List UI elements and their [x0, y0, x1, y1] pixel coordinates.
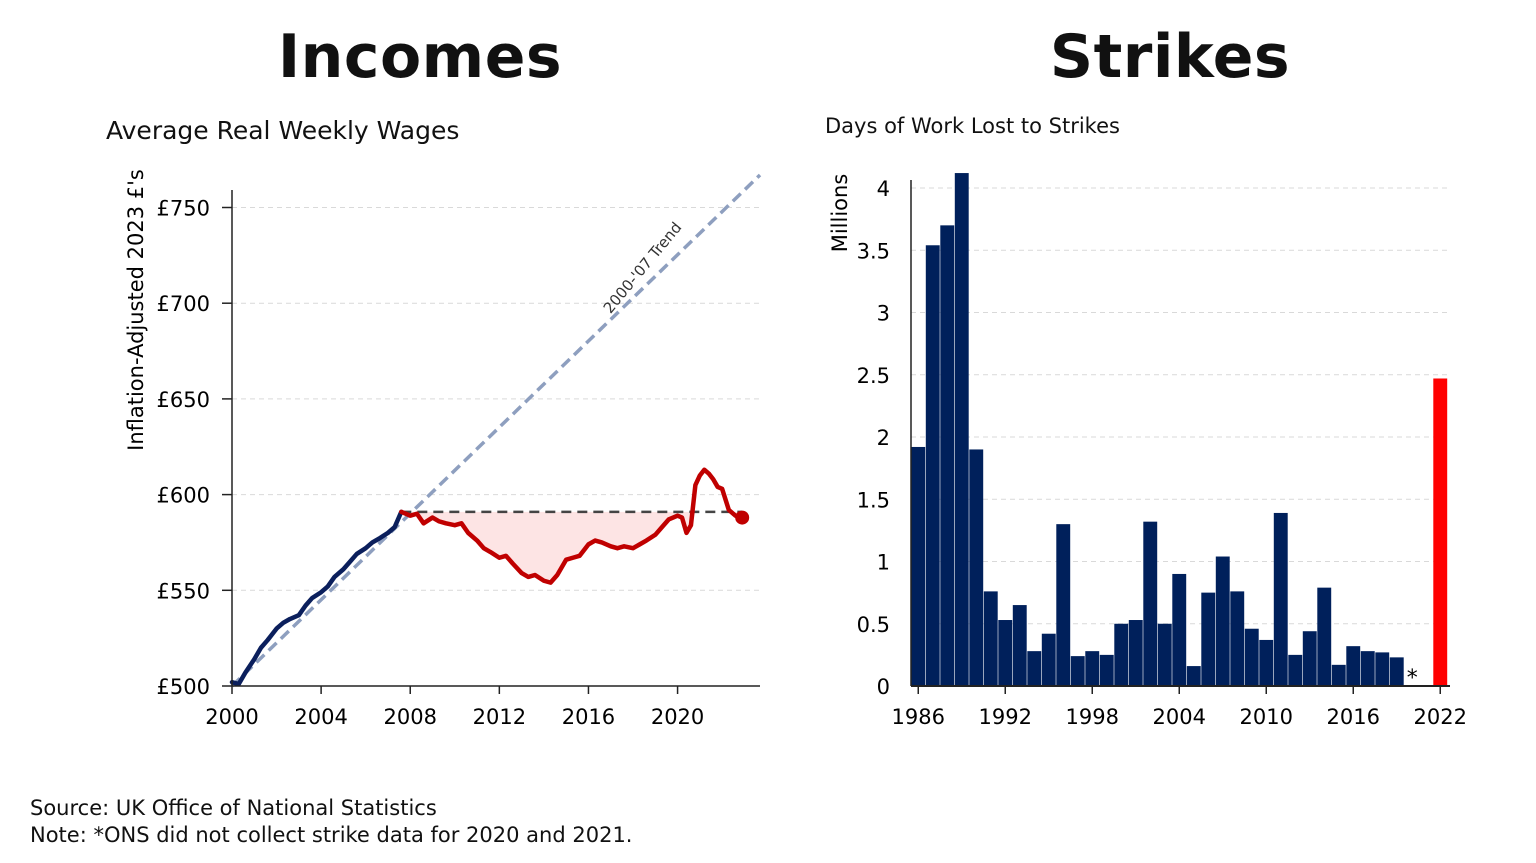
- bar: [1273, 512, 1288, 686]
- x-tick-label: 2004: [1153, 705, 1206, 729]
- bar: [1056, 524, 1071, 686]
- bar: [1012, 605, 1027, 686]
- bar: [925, 245, 940, 686]
- y-tick-label: 0.5: [857, 613, 890, 637]
- bar: [1201, 592, 1216, 686]
- bar: [1346, 646, 1361, 686]
- bar: [1331, 664, 1346, 686]
- bar: [1230, 591, 1245, 686]
- x-tick-label: 2016: [562, 705, 615, 729]
- wage-line-pre-2008: [229, 509, 404, 687]
- y-tick-label: 1.5: [857, 488, 890, 512]
- bar: [1070, 656, 1085, 686]
- x-tick-label: 1992: [979, 705, 1032, 729]
- x-tick-label: 2008: [384, 705, 437, 729]
- bar: [1186, 666, 1201, 686]
- y-tick-label: 2.5: [857, 364, 890, 388]
- bar-highlight: [1433, 378, 1448, 686]
- y-tick-label: £700: [157, 292, 210, 316]
- trend-line: [230, 173, 762, 688]
- strikes-title: Strikes: [1049, 22, 1291, 92]
- bar: [940, 225, 955, 686]
- bar: [969, 449, 984, 686]
- x-tick-label: 2010: [1240, 705, 1293, 729]
- bar: [983, 591, 998, 686]
- x-tick-label: 2004: [294, 705, 347, 729]
- bar: [1157, 623, 1172, 686]
- bar: [1375, 652, 1390, 686]
- y-tick-label: 3.5: [857, 239, 890, 263]
- bar: [1215, 556, 1230, 686]
- y-tick-label: 1: [877, 551, 890, 575]
- x-tick-label: 2022: [1414, 705, 1467, 729]
- y-tick-label: 2: [877, 426, 890, 450]
- bar: [1041, 633, 1056, 686]
- x-tick-label: 1998: [1066, 705, 1119, 729]
- source-note: Source: UK Office of National Statistics: [30, 796, 437, 820]
- bar: [1302, 631, 1317, 686]
- bar: [1143, 521, 1158, 686]
- y-tick-label: 3: [877, 302, 890, 326]
- bar: [954, 173, 969, 686]
- missing-data-marker: *: [1407, 666, 1418, 691]
- y-tick-label: 4: [877, 177, 890, 201]
- bar: [1360, 651, 1375, 686]
- y-tick-label: £600: [157, 484, 210, 508]
- x-tick-label: 2020: [651, 705, 704, 729]
- bar: [911, 446, 926, 686]
- bar: [1027, 651, 1042, 686]
- bar: [1114, 623, 1129, 686]
- bar: [1244, 628, 1259, 686]
- bar: [1085, 651, 1100, 686]
- y-tick-label: £500: [157, 675, 210, 699]
- bar: [1317, 587, 1332, 686]
- bar: [1099, 654, 1114, 686]
- y-tick-label: 0: [877, 675, 890, 699]
- y-axis-label: Millions: [828, 174, 852, 253]
- latest-wage-marker: [735, 510, 750, 525]
- bar: [1389, 657, 1404, 686]
- y-axis-label: Inflation-Adjusted 2023 £'s: [124, 169, 148, 451]
- footnote: Note: *ONS did not collect strike data f…: [30, 823, 633, 847]
- y-tick-label: £650: [157, 388, 210, 412]
- bar: [1128, 620, 1143, 686]
- bar: [1172, 573, 1187, 686]
- wages-chart-title: Average Real Weekly Wages: [106, 116, 460, 145]
- x-tick-label: 2016: [1327, 705, 1380, 729]
- x-tick-label: 1986: [892, 705, 945, 729]
- strikes-chart-title: Days of Work Lost to Strikes: [825, 114, 1120, 138]
- trend-label: 2000-'07 Trend: [600, 219, 686, 317]
- bar: [1259, 639, 1274, 686]
- incomes-title: Incomes: [277, 22, 563, 92]
- y-tick-label: £750: [157, 197, 210, 221]
- wage-line-post-2008: [399, 467, 745, 585]
- bar: [1288, 654, 1303, 686]
- bar: [998, 620, 1013, 686]
- x-tick-label: 2012: [473, 705, 526, 729]
- y-tick-label: £550: [157, 579, 210, 603]
- x-tick-label: 2000: [205, 705, 258, 729]
